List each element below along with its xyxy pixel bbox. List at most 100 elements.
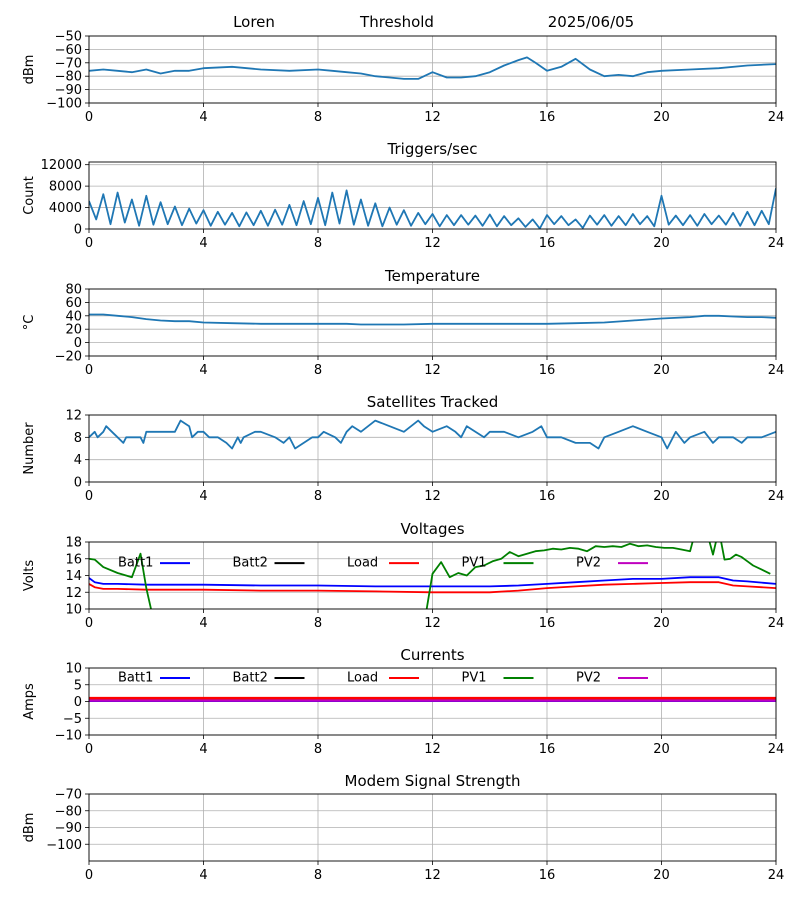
series-line-triggers: [89, 188, 776, 229]
x-tick-label: 20: [653, 236, 670, 251]
x-tick-label: 24: [768, 236, 785, 251]
y-tick-label: 12: [65, 586, 82, 601]
y-tick-label: −80: [55, 804, 82, 819]
axes-frame: [88, 161, 777, 230]
header-date: 2025/06/05: [548, 13, 634, 31]
y-tick-label: 0: [74, 476, 82, 491]
x-tick-label: 0: [85, 110, 93, 125]
y-tick-label: −10: [55, 729, 82, 744]
chart-title: Currents: [400, 646, 464, 664]
y-axis-label: Count: [22, 176, 37, 215]
y-axis-label: dBm: [22, 813, 37, 843]
axes-frame: [88, 667, 777, 736]
x-tick-label: 20: [653, 363, 670, 378]
series-line-pv1: [89, 542, 771, 609]
y-tick-label: 10: [65, 662, 82, 677]
x-tick-label: 8: [314, 868, 322, 883]
x-tick-label: 24: [768, 868, 785, 883]
y-tick-label: 8000: [49, 180, 82, 195]
x-tick-label: 24: [768, 742, 785, 757]
x-tick-label: 12: [424, 489, 441, 504]
x-tick-label: 0: [85, 363, 93, 378]
legend-label-load: Load: [347, 556, 378, 571]
axes-frame: [88, 35, 777, 104]
y-tick-label: 40: [65, 309, 82, 324]
x-tick-label: 24: [768, 489, 785, 504]
y-tick-label: 16: [65, 552, 82, 567]
x-tick-label: 0: [85, 868, 93, 883]
chart-title: Triggers/sec: [387, 140, 478, 158]
x-tick-label: 16: [539, 489, 556, 504]
series-line-threshold: [89, 56, 776, 80]
x-tick-label: 0: [85, 236, 93, 251]
y-tick-label: −70: [55, 788, 82, 803]
legend-label-batt2: Batt2: [233, 556, 268, 571]
series-line-temperature: [89, 313, 776, 326]
x-tick-label: 12: [424, 236, 441, 251]
x-tick-label: 20: [653, 110, 670, 125]
chart-title: Voltages: [400, 520, 464, 538]
series-group: [89, 313, 776, 326]
x-tick-label: 8: [314, 489, 322, 504]
axes-frame: [88, 541, 777, 610]
x-tick-label: 16: [539, 236, 556, 251]
series-line-load: [89, 581, 776, 594]
x-tick-label: 4: [199, 236, 207, 251]
page-header: Loren Threshold 2025/06/05: [233, 13, 634, 31]
y-axis-label: Amps: [22, 683, 37, 720]
y-tick-label: 4000: [49, 201, 82, 216]
y-tick-label: 80: [65, 283, 82, 298]
chart-title: Temperature: [384, 267, 480, 285]
y-tick-label: 12000: [41, 158, 82, 173]
x-tick-label: 4: [199, 868, 207, 883]
legend-label-pv1: PV1: [462, 556, 487, 571]
station-name: Loren: [233, 13, 275, 31]
x-tick-label: 0: [85, 489, 93, 504]
legend-label-pv1: PV1: [462, 671, 487, 686]
x-tick-label: 4: [199, 742, 207, 757]
header-threshold-label: Threshold: [359, 13, 434, 31]
y-tick-label: −90: [55, 821, 82, 836]
series-group: [89, 56, 776, 80]
x-tick-label: 12: [424, 742, 441, 757]
x-tick-label: 4: [199, 110, 207, 125]
y-tick-label: −20: [55, 350, 82, 365]
x-tick-label: 8: [314, 363, 322, 378]
chart-satellites: 0 4 8 12 16 20 24 0 4 8 12 Satellites Tracked Number: [22, 393, 784, 504]
series-line-satellites: [89, 419, 776, 450]
x-tick-label: 16: [539, 868, 556, 883]
y-tick-label: 12: [65, 409, 82, 424]
y-axis-label: °C: [22, 315, 37, 331]
series-line-batt1: [89, 576, 776, 588]
series-group: [89, 542, 776, 609]
x-tick-label: 12: [424, 616, 441, 631]
y-tick-label: 60: [65, 296, 82, 311]
legend-label-pv2: PV2: [576, 556, 601, 571]
chart-threshold: 0 4 8 12 16 20 24 −100−90−80−70−60−50 dBm: [22, 30, 784, 126]
series-group: [89, 696, 776, 703]
legend-label-load: Load: [347, 671, 378, 686]
x-tick-label: 0: [85, 616, 93, 631]
x-tick-label: 0: [85, 742, 93, 757]
x-tick-label: 16: [539, 616, 556, 631]
y-tick-label: 5: [74, 678, 82, 693]
x-tick-label: 8: [314, 742, 322, 757]
y-tick-label: −50: [55, 30, 82, 45]
y-axis-label: Number: [22, 422, 37, 475]
y-tick-label: −90: [55, 83, 82, 98]
y-tick-label: −70: [55, 56, 82, 71]
y-tick-label: 0: [74, 695, 82, 710]
legend-label-pv2: PV2: [576, 671, 601, 686]
x-tick-label: 12: [424, 110, 441, 125]
x-tick-label: 24: [768, 363, 785, 378]
x-tick-label: 12: [424, 363, 441, 378]
x-tick-label: 8: [314, 110, 322, 125]
y-axis-label: dBm: [22, 55, 37, 85]
y-tick-label: −80: [55, 70, 82, 85]
y-tick-label: −100: [46, 838, 82, 853]
axes-frame: [88, 288, 777, 357]
